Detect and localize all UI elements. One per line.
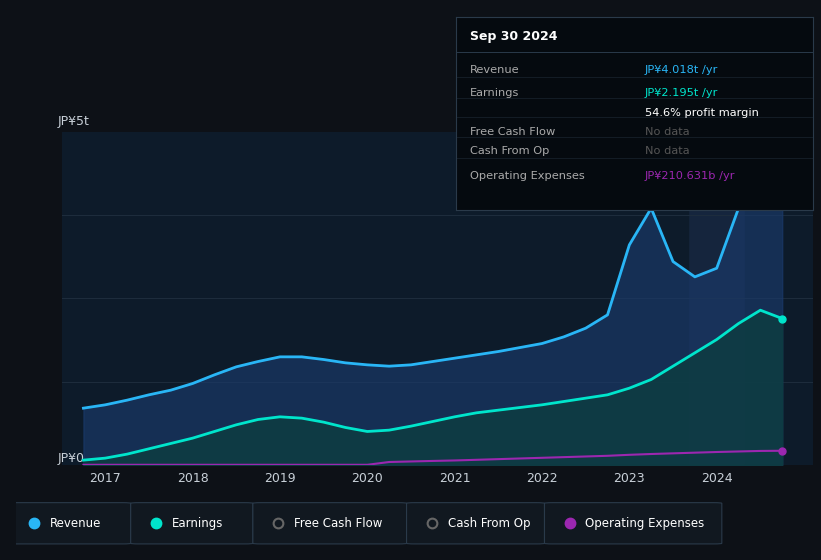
FancyBboxPatch shape — [544, 503, 722, 544]
Text: Earnings: Earnings — [172, 517, 223, 530]
FancyBboxPatch shape — [253, 503, 406, 544]
Text: Operating Expenses: Operating Expenses — [585, 517, 704, 530]
FancyBboxPatch shape — [8, 503, 131, 544]
Text: JP¥4.018t /yr: JP¥4.018t /yr — [645, 65, 718, 75]
Text: No data: No data — [645, 146, 690, 156]
Text: No data: No data — [645, 127, 690, 137]
Text: JP¥5t: JP¥5t — [57, 115, 89, 128]
Text: JP¥0: JP¥0 — [57, 452, 85, 465]
Text: 54.6% profit margin: 54.6% profit margin — [645, 108, 759, 118]
Text: Free Cash Flow: Free Cash Flow — [470, 127, 555, 137]
Text: Operating Expenses: Operating Expenses — [470, 171, 585, 181]
Text: JP¥2.195t /yr: JP¥2.195t /yr — [645, 88, 718, 99]
FancyBboxPatch shape — [406, 503, 544, 544]
Text: Cash From Op: Cash From Op — [470, 146, 549, 156]
Text: Revenue: Revenue — [470, 65, 520, 75]
Text: Cash From Op: Cash From Op — [447, 517, 530, 530]
Text: Sep 30 2024: Sep 30 2024 — [470, 30, 557, 43]
Text: Free Cash Flow: Free Cash Flow — [294, 517, 383, 530]
FancyBboxPatch shape — [131, 503, 253, 544]
Text: Revenue: Revenue — [49, 517, 101, 530]
Text: JP¥210.631b /yr: JP¥210.631b /yr — [645, 171, 736, 181]
Text: Earnings: Earnings — [470, 88, 520, 99]
